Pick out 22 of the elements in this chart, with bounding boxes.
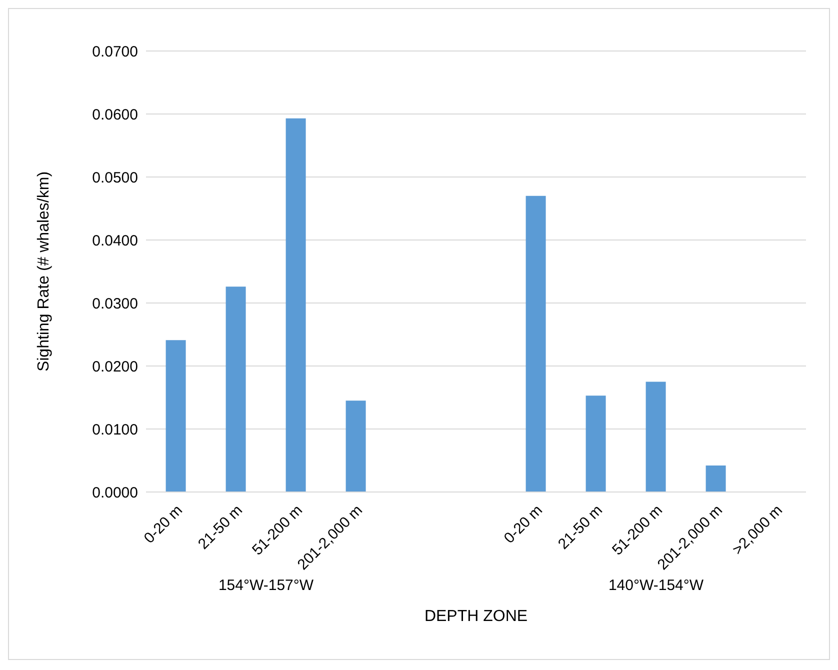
bar: [586, 396, 606, 492]
x-tick-label: 0-20 m: [500, 502, 546, 547]
bar: [706, 466, 726, 492]
bar: [166, 340, 186, 492]
y-tick-label: 0.0000: [92, 484, 138, 502]
y-tick-label: 0.0200: [92, 358, 138, 376]
x-tick-label: 0-20 m: [140, 502, 186, 547]
bar: [646, 382, 666, 492]
bar: [346, 400, 366, 492]
y-tick-label: 0.0700: [92, 43, 138, 60]
y-tick-label: 0.0500: [92, 169, 138, 186]
y-tick-label: 0.0400: [92, 232, 138, 250]
text: 154°W-157°W: [217, 577, 315, 594]
text: 140°W-154°W: [607, 577, 705, 594]
y-axis-title: Sighting Rate (# whales/km): [36, 171, 53, 372]
x-axis-title: DEPTH ZONE: [423, 608, 529, 626]
y-tick-label: 0.0600: [92, 106, 138, 124]
y-tick-label: 0.0100: [92, 421, 138, 438]
bar: [526, 196, 546, 492]
bar: [286, 118, 306, 492]
y-tick-label: 0.0300: [92, 295, 138, 312]
bar: [226, 286, 246, 492]
